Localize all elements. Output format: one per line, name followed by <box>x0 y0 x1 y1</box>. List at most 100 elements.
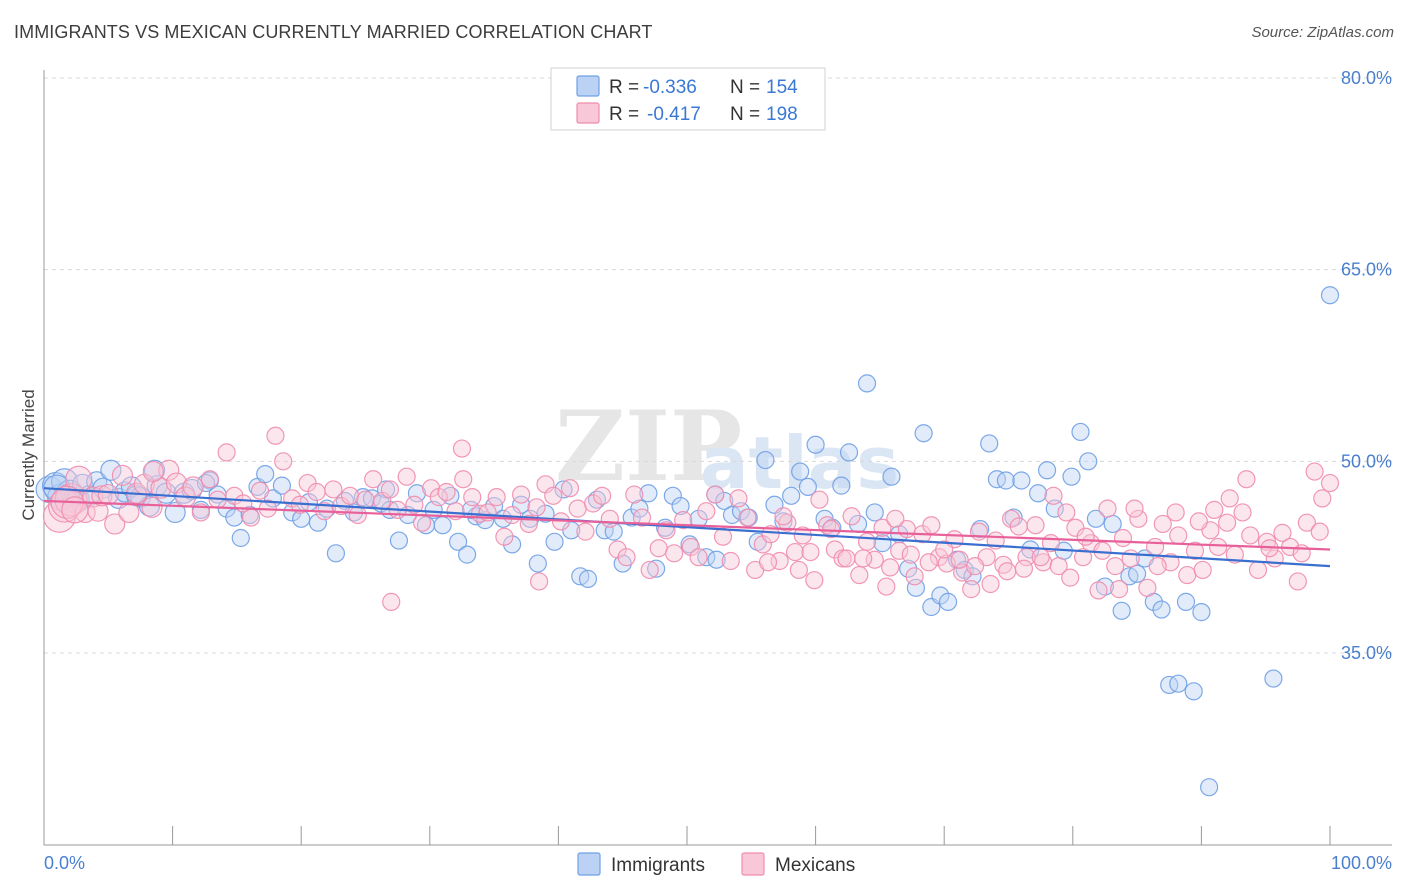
mexicans-point <box>801 542 820 562</box>
y-axis-title: Currently Married <box>19 389 38 520</box>
mexicans-point <box>758 553 778 572</box>
mexicans-point <box>600 509 619 528</box>
immigrants-point <box>545 532 564 551</box>
immigrants-trend-line <box>43 487 1331 568</box>
mexicans-point <box>632 508 652 527</box>
chart-title: IMMIGRANTS VS MEXICAN CURRENTLY MARRIED … <box>14 22 653 42</box>
mexicans-point <box>1138 578 1157 597</box>
immigrants-point <box>1169 674 1188 693</box>
mexicans-point <box>1248 560 1268 580</box>
mexicans-point <box>1146 537 1165 557</box>
immigrants-point <box>1112 601 1131 620</box>
mexicans-point <box>950 550 969 569</box>
watermark-zip: ZIP <box>555 390 742 503</box>
x-ticks <box>172 826 1331 845</box>
immigrants-point <box>980 434 999 453</box>
mexicans-point <box>1031 548 1050 567</box>
mexicans-point <box>886 509 905 528</box>
immigrants-point <box>873 534 892 553</box>
mexicans-point <box>1166 503 1185 522</box>
mexicans-point <box>1189 512 1208 531</box>
mexicans-point <box>412 513 432 532</box>
mexicans-point <box>1205 500 1224 519</box>
mexicans-point <box>1320 473 1340 493</box>
mexicans-point <box>1001 509 1021 528</box>
immigrants-point <box>503 535 522 554</box>
immigrants-point <box>528 554 547 573</box>
immigrants-point <box>1028 484 1048 503</box>
immigrants-point <box>376 480 396 499</box>
mexicans-point <box>1009 517 1028 536</box>
immigrants-point <box>671 496 690 516</box>
series-mexicans <box>42 426 1340 611</box>
immigrants-point <box>1320 286 1340 305</box>
immigrants-point <box>832 476 851 495</box>
mexicans-point <box>625 485 644 504</box>
immigrants-point <box>1184 682 1203 701</box>
y-tick-label: 80.0% <box>1341 68 1392 88</box>
mexicans-point <box>721 551 740 571</box>
mexicans-point <box>1193 560 1212 580</box>
immigrants-point <box>256 465 275 484</box>
mexicans-point <box>437 482 456 502</box>
mexicans-point <box>503 505 522 525</box>
bottom-legend-label-immigrants: Immigrants <box>611 855 705 876</box>
immigrants-point <box>554 480 573 499</box>
mexicans-point <box>1310 522 1329 541</box>
mexicans-point <box>65 465 93 493</box>
immigrants-point <box>857 374 877 393</box>
mexicans-point <box>512 485 531 504</box>
mexicans-point <box>697 502 716 521</box>
mexicans-point <box>761 525 780 544</box>
mexicans-point <box>1313 489 1332 508</box>
mexicans-point <box>935 540 954 559</box>
immigrants-point <box>806 435 825 454</box>
legend-n-label: N = <box>730 77 760 98</box>
mexicans-point <box>1148 557 1167 576</box>
immigrants-point <box>457 545 477 564</box>
mexicans-point <box>348 505 367 525</box>
immigrants-point <box>407 484 427 503</box>
mexicans-point <box>617 548 636 567</box>
mexicans-point <box>1153 514 1172 534</box>
mexicans-point <box>1305 462 1324 481</box>
mexicans-point <box>665 544 684 563</box>
immigrants-point <box>798 477 817 496</box>
mexicans-point <box>1109 580 1129 599</box>
source-label: Source: ZipAtlas.com <box>1251 24 1394 41</box>
immigrants-point <box>272 476 292 495</box>
y-tick-label: 65.0% <box>1341 260 1392 280</box>
mexicans-point <box>1057 503 1076 522</box>
immigrants-point <box>938 592 958 611</box>
mexicans-point <box>380 480 400 499</box>
immigrants-point <box>882 467 901 486</box>
mexicans-point <box>487 488 506 507</box>
mexicans-point <box>1098 499 1117 518</box>
mexicans-point <box>981 574 1000 594</box>
mexicans-point <box>890 541 909 560</box>
mexicans-point <box>681 537 700 557</box>
mexicans-point <box>1273 523 1292 542</box>
immigrants-point <box>100 459 122 481</box>
mexicans-point <box>774 507 793 526</box>
mexicans-point <box>142 460 164 483</box>
immigrants-point <box>756 450 775 470</box>
legend-r-mexicans: -0.417 <box>647 104 701 125</box>
immigrants-point <box>663 486 682 505</box>
legend-n-mexicans: 198 <box>766 104 798 125</box>
mexicans-point <box>182 476 204 498</box>
mexicans-point <box>307 482 326 502</box>
immigrants-point <box>782 486 801 505</box>
bottom-legend-swatch-mexicans <box>741 852 765 876</box>
mexicans-point <box>1218 513 1237 532</box>
mexicans-point <box>544 486 563 505</box>
mexicans-point <box>810 490 829 509</box>
mexicans-point <box>753 535 772 554</box>
immigrants-point <box>389 531 409 550</box>
mexicans-point <box>1076 527 1095 546</box>
mexicans-point <box>1026 516 1045 535</box>
immigrants-point <box>906 578 926 597</box>
mexicans-point <box>454 470 473 489</box>
legend-n-label: N = <box>730 104 760 125</box>
mexicans-point <box>97 483 119 506</box>
